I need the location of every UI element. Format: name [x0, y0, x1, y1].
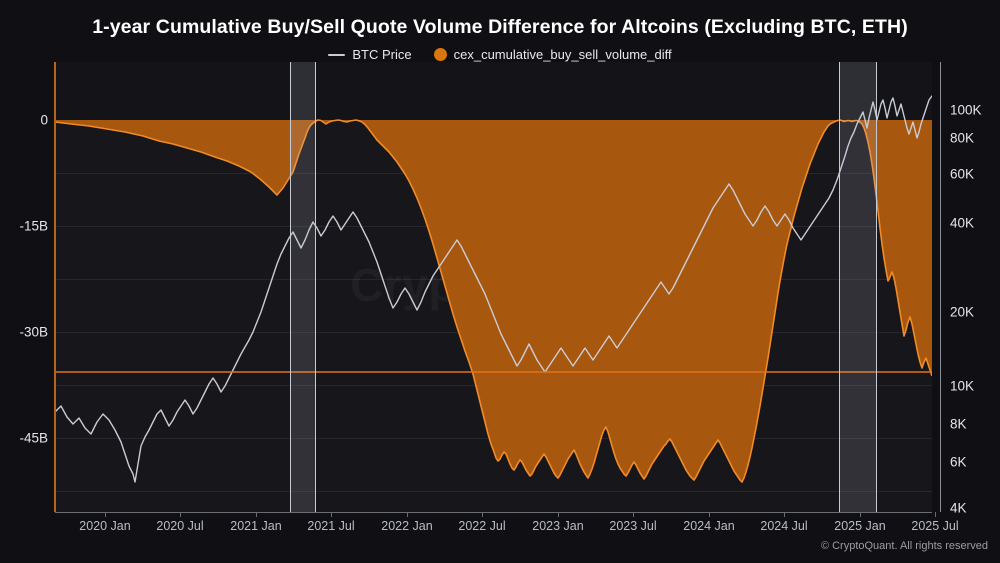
x-axis-tick: 2025 Jul — [911, 519, 959, 533]
y-axis-right-tick: 80K — [950, 130, 975, 146]
x-axis-tick: 2024 Jan — [683, 519, 735, 533]
chart-title: 1-year Cumulative Buy/Sell Quote Volume … — [92, 16, 908, 38]
gridline — [55, 491, 932, 492]
y-axis-left-tick: -15B — [19, 218, 48, 234]
x-axis-tick: 2023 Jul — [609, 519, 657, 533]
y-axis-left-tick: 0 — [40, 112, 48, 128]
legend-item-cex-volume-diff[interactable]: cex_cumulative_buy_sell_volume_diff — [433, 47, 672, 62]
chart-canvas — [55, 95, 932, 483]
highlight-band-2025[interactable] — [839, 62, 877, 512]
x-axis-tick-mark — [558, 512, 559, 517]
x-axis-tick-mark — [860, 512, 861, 517]
y-axis-right-tick: 60K — [950, 166, 975, 182]
x-axis-tick: 2020 Jul — [156, 519, 204, 533]
x-axis-tick-mark — [331, 512, 332, 517]
x-axis-tick-mark — [105, 512, 106, 517]
x-axis-tick-mark — [633, 512, 634, 517]
y-axis-left-tick: -45B — [19, 430, 48, 446]
x-axis-tick: 2021 Jul — [307, 519, 355, 533]
legend-label-cex-volume-diff: cex_cumulative_buy_sell_volume_diff — [453, 47, 672, 62]
legend-dot-marker-icon — [433, 48, 447, 61]
plot-band-upper — [55, 62, 932, 122]
series-line-btc-price — [55, 95, 932, 483]
y-axis-right-tick: 40K — [950, 215, 975, 231]
y-axis-right-tick: 4K — [950, 500, 967, 516]
x-axis-tick: 2020 Jan — [79, 519, 131, 533]
x-axis-tick: 2024 Jul — [760, 519, 808, 533]
y-axis-right-tick: 20K — [950, 304, 975, 320]
chart-legend: BTC Price cex_cumulative_buy_sell_volume… — [0, 47, 1000, 62]
y-axis-right-tick: 8K — [950, 416, 967, 432]
x-axis-tick: 2021 Jan — [230, 519, 282, 533]
x-axis-tick: 2025 Jan — [834, 519, 886, 533]
left-axis-spine — [54, 62, 56, 512]
copyright-notice: © CryptoQuant. All rights reserved — [820, 540, 988, 552]
x-axis-tick-mark — [256, 512, 257, 517]
y-axis-right-tick: 100K — [950, 102, 982, 118]
x-axis-tick-mark — [935, 512, 936, 517]
legend-item-btc-price[interactable]: BTC Price — [328, 47, 412, 62]
legend-label-btc-price: BTC Price — [352, 47, 412, 62]
x-axis-tick: 2023 Jan — [532, 519, 584, 533]
x-axis-tick-mark — [407, 512, 408, 517]
series-area-cex-volume-diff — [55, 120, 932, 482]
highlight-band-2021[interactable] — [290, 62, 316, 512]
x-axis-tick-mark — [482, 512, 483, 517]
x-axis-tick-mark — [180, 512, 181, 517]
bottom-axis-spine — [55, 512, 932, 513]
x-axis-tick-mark — [709, 512, 710, 517]
y-axis-left-tick: -30B — [19, 324, 48, 340]
y-axis-right-tick: 10K — [950, 378, 975, 394]
legend-line-marker-icon — [328, 53, 346, 56]
x-axis-tick: 2022 Jul — [458, 519, 506, 533]
plot-area[interactable]: CryptoQuant — [55, 62, 932, 512]
x-axis-tick-mark — [784, 512, 785, 517]
series-line-cex-volume-diff — [55, 119, 932, 483]
y-axis-right-tick: 6K — [950, 454, 967, 470]
right-axis-spine — [940, 62, 942, 512]
x-axis-tick: 2022 Jan — [381, 519, 433, 533]
